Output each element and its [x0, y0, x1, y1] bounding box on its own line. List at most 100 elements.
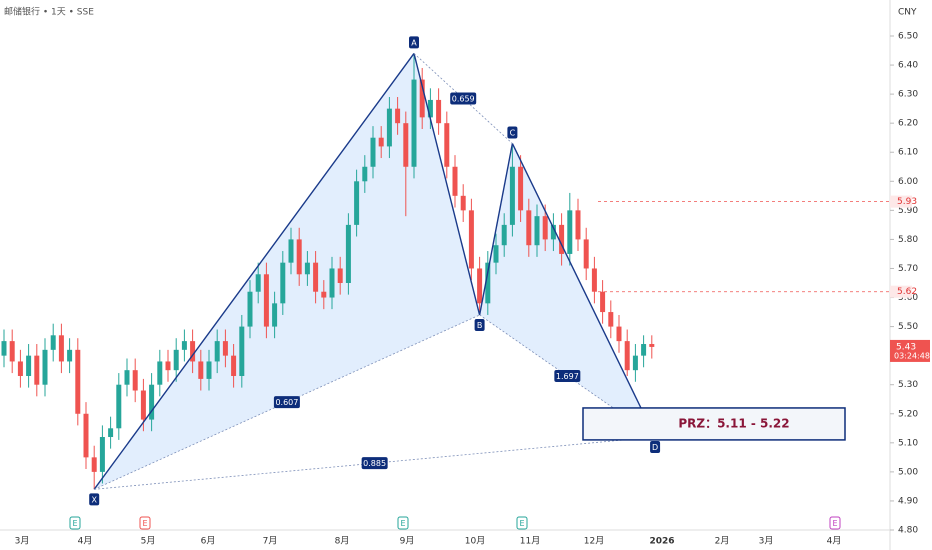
point-box	[474, 318, 485, 331]
candle-body	[263, 274, 269, 327]
candle-body	[321, 291, 327, 298]
candle-body	[157, 361, 163, 385]
y-tick-label: 5.10	[898, 438, 918, 448]
candle-body	[419, 79, 425, 118]
prz-label: PRZ：5.11 - 5.22	[678, 416, 789, 430]
event-marker	[397, 516, 409, 530]
x-tick-label: 9月	[400, 536, 415, 547]
candle-body	[42, 349, 48, 385]
candle-body	[534, 216, 540, 246]
candle-body	[198, 361, 204, 379]
candle-body	[26, 355, 32, 376]
candle-body	[362, 166, 368, 182]
y-tick-label: 5.70	[898, 264, 918, 274]
y-tick-label: 5.50	[898, 322, 918, 332]
candle-body	[288, 239, 294, 263]
event-label: E	[142, 519, 147, 528]
candle-body	[354, 181, 360, 225]
candle-body	[493, 245, 499, 263]
event-marker	[139, 516, 151, 530]
pattern-bcd	[479, 143, 656, 438]
x-tick-label: 4月	[827, 536, 842, 547]
x-tick-label: 5月	[141, 536, 156, 547]
candle-body	[190, 341, 196, 362]
ratio-box	[361, 457, 388, 470]
candle-body	[231, 355, 237, 376]
point-box	[89, 493, 100, 506]
candle-body	[575, 210, 581, 240]
candle-body	[91, 457, 97, 472]
event-marker	[829, 516, 841, 530]
candle-body	[608, 312, 614, 327]
y-tick-label: 5.20	[898, 409, 918, 419]
candle-body	[411, 79, 417, 167]
ratio-box	[450, 92, 477, 105]
candle-body	[34, 355, 40, 385]
ratio-label: 0.607	[275, 398, 298, 407]
ratio-label: 1.697	[556, 372, 579, 381]
ratio-label: 0.659	[452, 94, 475, 103]
level-label: 5.93	[897, 197, 917, 207]
y-tick-label: 6.50	[898, 32, 918, 42]
ratio-line	[94, 314, 480, 490]
point-label: D	[652, 443, 658, 452]
y-tick-label: 5.60	[898, 293, 918, 303]
candle-body	[296, 239, 302, 275]
level-tag	[890, 285, 912, 298]
x-tick-label: 2026	[649, 537, 674, 547]
event-label: E	[519, 519, 524, 528]
candle-body	[304, 262, 310, 275]
event-marker	[69, 516, 81, 530]
y-tick-label: 6.00	[898, 177, 918, 187]
candle-body	[206, 361, 212, 379]
candle-body	[641, 344, 647, 356]
pattern-xab	[94, 53, 480, 490]
candle-body	[509, 166, 515, 225]
candle-body	[345, 224, 351, 283]
candle-body	[370, 137, 376, 167]
pattern-line	[413, 53, 481, 316]
candle-body	[58, 335, 64, 362]
candle-body	[600, 291, 606, 313]
candle-body	[116, 384, 122, 429]
candle-body	[559, 224, 565, 254]
x-tick-label: 3月	[15, 536, 30, 547]
candle-body	[378, 137, 384, 147]
y-tick-label: 5.00	[898, 467, 918, 477]
pattern-line	[511, 143, 656, 438]
x-tick-label: 12月	[584, 536, 604, 547]
candle-body	[124, 370, 130, 385]
countdown: 03:24:48	[894, 351, 930, 360]
candle-body	[67, 349, 73, 362]
candle-body	[477, 268, 483, 304]
y-tick-label: 6.10	[898, 148, 918, 158]
point-label: C	[510, 129, 516, 138]
candle-body	[591, 268, 597, 292]
candle-body	[280, 262, 286, 304]
x-tick-label: 7月	[263, 536, 278, 547]
candle-body	[427, 99, 433, 118]
candle-body	[132, 370, 138, 391]
last-price: 5.43	[896, 342, 916, 352]
candle-body	[17, 361, 23, 376]
candle-body	[75, 349, 81, 414]
candle-body	[1, 341, 7, 356]
event-label: E	[400, 519, 405, 528]
candle-body	[313, 262, 319, 292]
ratio-label: 0.885	[363, 459, 386, 468]
x-tick-label: 4月	[78, 536, 93, 547]
x-tick-label: 3月	[759, 536, 774, 547]
candle-body	[649, 344, 655, 347]
candle-body	[140, 390, 146, 420]
y-tick-label: 5.90	[898, 206, 918, 216]
candle-body	[247, 291, 253, 327]
candle-body	[181, 341, 187, 350]
candle-body	[583, 239, 589, 269]
candle-body	[239, 326, 245, 376]
candle-body	[99, 437, 105, 472]
candle-body	[632, 355, 638, 371]
candle-body	[550, 224, 556, 240]
candle-body	[518, 166, 524, 211]
candle-body	[149, 384, 155, 420]
